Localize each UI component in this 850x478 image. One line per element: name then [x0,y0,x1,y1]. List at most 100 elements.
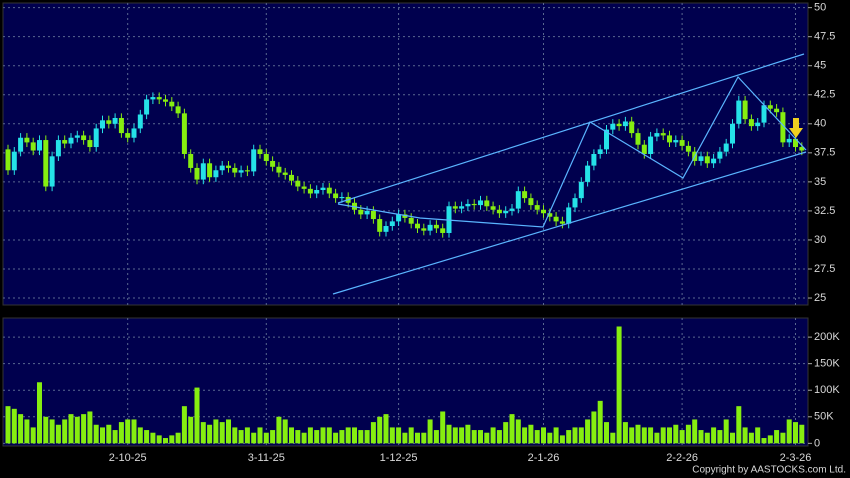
candle-body [226,165,231,168]
candle-body [541,209,546,214]
candle-body [767,105,773,109]
volume-bar [326,427,332,444]
candle-body [471,203,477,206]
volume-bar [295,430,301,444]
volume-bar [496,430,502,444]
volume-bar [276,416,282,444]
candle-body [232,167,238,173]
volume-bar [320,427,326,444]
volume-bar [377,416,383,444]
price-panel [2,2,809,306]
volume-bar [194,387,200,444]
candle-body [144,99,150,115]
volume-bar [30,427,36,444]
candle-body [112,117,118,124]
volume-bar [62,419,68,444]
volume-bar [200,422,206,444]
volume-bar [616,326,622,444]
candle-body [276,166,282,173]
volume-bar [181,406,187,444]
candle-body [591,154,597,166]
volume-bar [742,427,748,444]
volume-bar [673,424,679,444]
volume-bar [175,432,181,444]
candle-body [503,210,509,214]
y-tick-label: 47.5 [814,31,835,43]
candle-body [534,205,540,210]
volume-bar [270,430,276,444]
volume-bar [452,427,458,444]
volume-bar [282,419,288,444]
candle-body [358,209,364,215]
volume-bar [471,430,477,444]
candle-body [433,224,439,229]
candle-body [295,180,301,187]
volume-bar [238,430,244,444]
volume-bar [667,427,672,444]
candle-body [522,191,528,199]
volume-bar [509,414,515,444]
volume-bar [402,432,408,444]
volume-bar [711,427,717,444]
channel-lower [332,151,807,295]
candle-body [629,121,635,134]
volume-bar [793,422,798,444]
candle-body [389,221,395,227]
y-tick-label: 0 [814,437,820,449]
volume-bar [591,411,597,444]
x-tick-label: 3-11-25 [248,452,285,464]
candle-body [37,140,42,151]
candle-body [654,133,660,137]
y-tick-label: 25 [814,292,826,304]
volume-bar [578,427,584,444]
candle-body [282,172,288,175]
candle-body [74,135,80,138]
candle-body [307,188,313,194]
candle-body [181,113,187,154]
candle-body [459,206,465,209]
candle-body [723,143,729,152]
volume-bar [226,419,231,444]
volume-bar [18,414,24,444]
candle-body [597,149,603,154]
candle-body [370,210,376,220]
x-tick-label: 1-12-25 [380,452,418,464]
candle-body [270,160,276,167]
candle-body [736,100,742,124]
candle-body [465,203,471,207]
candle-body [730,123,735,144]
volume-bar [364,430,370,444]
candle-body [610,123,616,130]
volume-bar [232,427,238,444]
volume-bar [106,424,112,444]
volume-bar [660,427,666,444]
volume-bar [490,427,496,444]
volume-bar [767,435,773,444]
volume-bar [654,432,660,444]
volume-bar [566,430,572,444]
volume-bar [144,430,150,444]
volume-bar [440,411,446,444]
candle-body [717,151,723,159]
volume-panel [2,317,809,447]
volume-bar [622,422,628,444]
volume-bar [433,430,439,444]
candle-body [219,165,225,171]
volume-bar [648,427,654,444]
volume-bar [125,419,131,444]
grid [3,3,812,446]
volume-bar [339,430,345,444]
volume-bar [55,424,61,444]
candle-body [566,207,572,224]
candle-body [320,187,326,191]
volume-bar [559,435,565,444]
volume-bar [541,427,546,444]
candle-body [62,140,68,144]
candle-body [251,149,257,172]
x-tick-label: 2-3-26 [780,452,812,464]
volume-bar [736,406,742,444]
volume-bar [383,414,389,444]
volume-bar [150,432,156,444]
candle-body [93,128,99,148]
zigzag [337,75,807,228]
